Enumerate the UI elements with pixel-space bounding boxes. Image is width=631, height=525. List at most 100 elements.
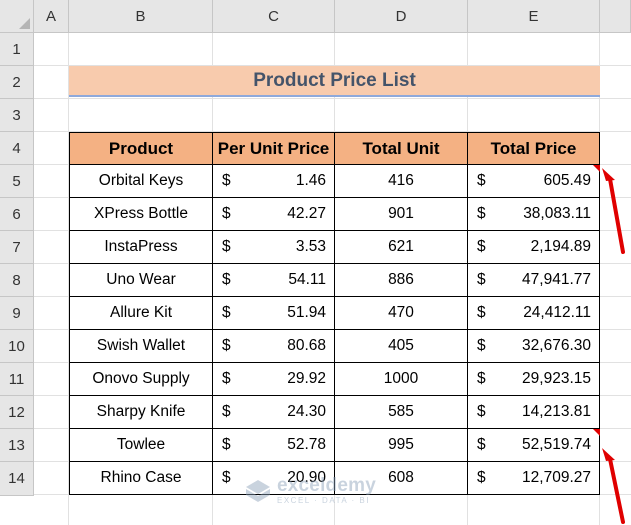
column-header-c[interactable]: C	[213, 0, 335, 33]
currency-symbol: $	[477, 238, 486, 255]
select-all-triangle-icon	[19, 18, 30, 29]
total-price-cell[interactable]: $24,412.11	[468, 297, 600, 330]
currency-symbol: $	[477, 172, 486, 189]
row-header-13[interactable]: 13	[0, 429, 34, 462]
row-header-8[interactable]: 8	[0, 264, 34, 297]
arrow-shaft-top	[608, 177, 625, 254]
total-price-value: 14,213.81	[522, 403, 591, 420]
currency-symbol: $	[477, 304, 486, 321]
product-cell[interactable]: Swish Wallet	[69, 330, 213, 363]
column-header-b[interactable]: B	[69, 0, 213, 33]
product-cell[interactable]: XPress Bottle	[69, 198, 213, 231]
total-price-cell[interactable]: $38,083.11	[468, 198, 600, 231]
total-unit-cell[interactable]: 608	[335, 462, 468, 495]
product-cell[interactable]: Onovo Supply	[69, 363, 213, 396]
arrow-icon-bottom	[602, 448, 625, 524]
header-cell-product[interactable]: Product	[69, 132, 213, 165]
column-header-d[interactable]: D	[335, 0, 468, 33]
select-all-corner[interactable]	[0, 0, 34, 33]
total-price-cell[interactable]: $29,923.15	[468, 363, 600, 396]
total-price-cell[interactable]: $52,519.74	[468, 429, 600, 462]
product-cell[interactable]: Uno Wear	[69, 264, 213, 297]
row-header-6[interactable]: 6	[0, 198, 34, 231]
unit-price-cell[interactable]: $52.78	[213, 429, 335, 462]
row-header-11[interactable]: 11	[0, 363, 34, 396]
total-price-cell[interactable]: $12,709.27	[468, 462, 600, 495]
product-cell[interactable]: Orbital Keys	[69, 165, 213, 198]
total-unit-cell[interactable]: 416	[335, 165, 468, 198]
row-header-4[interactable]: 4	[0, 132, 34, 165]
currency-symbol: $	[222, 304, 231, 321]
unit-price-cell[interactable]: $20.90	[213, 462, 335, 495]
column-header-f[interactable]	[600, 0, 631, 33]
unit-price-value: 20.90	[287, 469, 326, 486]
total-price-cell[interactable]: $2,194.89	[468, 231, 600, 264]
unit-price-value: 51.94	[287, 304, 326, 321]
row-header-3[interactable]: 3	[0, 99, 34, 132]
total-price-cell[interactable]: $14,213.81	[468, 396, 600, 429]
unit-price-cell[interactable]: $42.27	[213, 198, 335, 231]
watermark-brand: exceldemy	[277, 475, 376, 496]
total-unit-cell[interactable]: 470	[335, 297, 468, 330]
total-price-cell[interactable]: $605.49	[468, 165, 600, 198]
product-cell[interactable]: Allure Kit	[69, 297, 213, 330]
currency-symbol: $	[477, 271, 486, 288]
product-cell[interactable]: Towlee	[69, 429, 213, 462]
column-header-a[interactable]: A	[34, 0, 69, 33]
unit-price-cell[interactable]: $51.94	[213, 297, 335, 330]
row-header-9[interactable]: 9	[0, 297, 34, 330]
gridline-horizontal	[34, 98, 631, 99]
row-header-5[interactable]: 5	[0, 165, 34, 198]
total-unit-cell[interactable]: 901	[335, 198, 468, 231]
header-cell-per-unit-price[interactable]: Per Unit Price	[213, 132, 335, 165]
total-price-cell[interactable]: $47,941.77	[468, 264, 600, 297]
row-header-1[interactable]: 1	[0, 33, 34, 66]
unit-price-cell[interactable]: $54.11	[213, 264, 335, 297]
total-price-value: 29,923.15	[522, 370, 591, 387]
arrow-icon-top	[602, 168, 625, 254]
unit-price-value: 42.27	[287, 205, 326, 222]
product-cell[interactable]: Sharpy Knife	[69, 396, 213, 429]
total-unit-cell[interactable]: 1000	[335, 363, 468, 396]
total-price-value: 605.49	[543, 172, 591, 189]
row-header-7[interactable]: 7	[0, 231, 34, 264]
unit-price-cell[interactable]: $29.92	[213, 363, 335, 396]
total-unit-cell[interactable]: 995	[335, 429, 468, 462]
total-unit-cell[interactable]: 585	[335, 396, 468, 429]
header-cell-total-unit[interactable]: Total Unit	[335, 132, 468, 165]
currency-symbol: $	[222, 337, 231, 354]
currency-symbol: $	[477, 469, 486, 486]
title-cell[interactable]: Product Price List	[69, 66, 600, 97]
unit-price-value: 29.92	[287, 370, 326, 387]
header-cell-total-price[interactable]: Total Price	[468, 132, 600, 165]
cell-indicator-icon	[593, 429, 600, 436]
total-unit-cell[interactable]: 405	[335, 330, 468, 363]
currency-symbol: $	[222, 238, 231, 255]
unit-price-cell[interactable]: $3.53	[213, 231, 335, 264]
row-header-2[interactable]: 2	[0, 66, 34, 99]
product-cell[interactable]: Rhino Case	[69, 462, 213, 495]
unit-price-value: 80.68	[287, 337, 326, 354]
unit-price-value: 3.53	[295, 238, 326, 255]
total-price-cell[interactable]: $32,676.30	[468, 330, 600, 363]
unit-price-value: 52.78	[287, 436, 326, 453]
currency-symbol: $	[222, 436, 231, 453]
unit-price-cell[interactable]: $1.46	[213, 165, 335, 198]
currency-symbol: $	[477, 205, 486, 222]
row-header-12[interactable]: 12	[0, 396, 34, 429]
total-price-value: 12,709.27	[522, 469, 591, 486]
total-price-value: 24,412.11	[523, 304, 591, 321]
unit-price-cell[interactable]: $80.68	[213, 330, 335, 363]
total-price-value: 52,519.74	[522, 436, 591, 453]
currency-symbol: $	[477, 370, 486, 387]
product-cell[interactable]: InstaPress	[69, 231, 213, 264]
currency-symbol: $	[222, 370, 231, 387]
row-header-10[interactable]: 10	[0, 330, 34, 363]
currency-symbol: $	[222, 271, 231, 288]
currency-symbol: $	[477, 403, 486, 420]
row-header-14[interactable]: 14	[0, 462, 34, 496]
total-unit-cell[interactable]: 621	[335, 231, 468, 264]
column-header-e[interactable]: E	[468, 0, 600, 33]
unit-price-cell[interactable]: $24.30	[213, 396, 335, 429]
total-unit-cell[interactable]: 886	[335, 264, 468, 297]
